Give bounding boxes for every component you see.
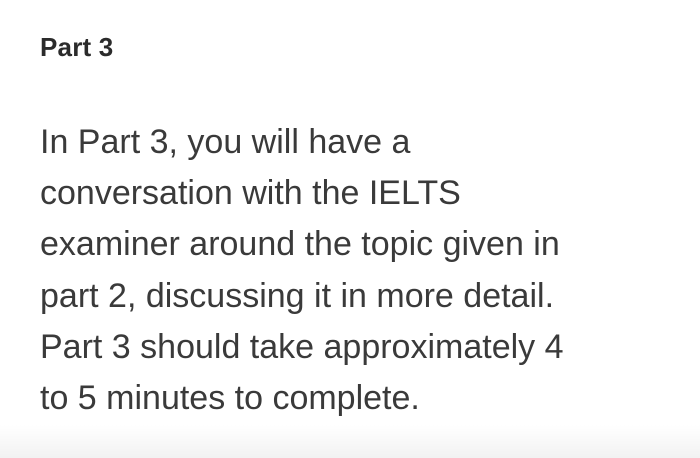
section-title: Part 3: [40, 32, 114, 62]
body-line: examiner around the topic given in: [40, 225, 560, 264]
body-line: conversation with the IELTS: [40, 174, 461, 213]
section-body: In Part 3, you will have a conversation …: [40, 117, 680, 424]
body-line: to 5 minutes to complete.: [40, 379, 420, 418]
body-line: part 2, discussing it in more detail.: [40, 276, 555, 315]
body-line: In Part 3, you will have a: [40, 123, 411, 161]
body-line: Part 3 should take approximately 4: [40, 327, 564, 366]
